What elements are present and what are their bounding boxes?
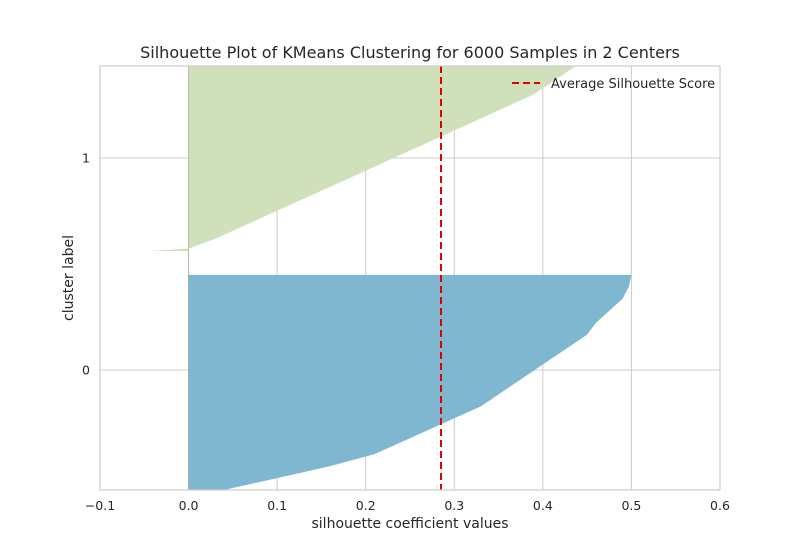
x-tick-label: 0.2 <box>356 498 376 513</box>
x-axis-title: silhouette coefficient values <box>312 516 509 532</box>
plot-frame <box>99 65 721 491</box>
x-tick-label: 0.6 <box>710 498 730 513</box>
x-tick-label: 0.0 <box>179 498 199 513</box>
x-tick-label: −0.1 <box>85 498 115 513</box>
silhouette-fills <box>148 66 632 490</box>
silhouette-cluster-1 <box>148 66 576 251</box>
x-tick-label: 0.3 <box>444 498 464 513</box>
legend: Average Silhouette Score <box>512 77 715 92</box>
axis-layer: −0.1 0.0 0.1 0.2 0.3 0.4 0.5 0.6 0 1 <box>82 65 730 513</box>
x-tick-label: 0.5 <box>621 498 641 513</box>
chart-title: Silhouette Plot of KMeans Clustering for… <box>140 43 680 62</box>
x-tick-label: 0.1 <box>267 498 287 513</box>
x-tick-label: 0.4 <box>533 498 553 513</box>
legend-label: Average Silhouette Score <box>551 77 715 92</box>
y-tick-label: 0 <box>82 363 90 378</box>
y-tick-label: 1 <box>82 151 90 166</box>
y-axis-title: cluster label <box>61 235 77 321</box>
silhouette-cluster-0 <box>188 274 632 490</box>
